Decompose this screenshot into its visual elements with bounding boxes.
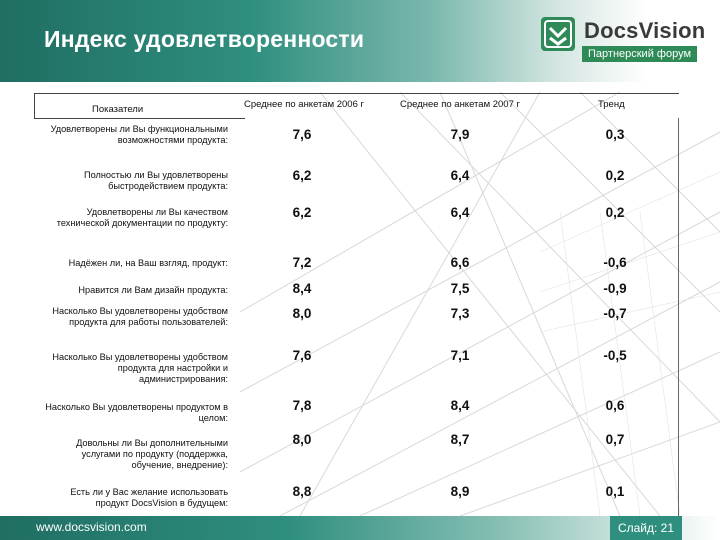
value-2007: 6,4	[450, 205, 470, 220]
value-2007: 7,1	[450, 348, 470, 363]
value-2006: 8,0	[292, 306, 312, 321]
row-label: Удовлетворены ли Вы качеством техническо…	[56, 207, 228, 228]
value-2006: 8,4	[292, 281, 312, 296]
footer-url[interactable]: www.docsvision.com	[36, 520, 147, 534]
table-right-border	[678, 118, 679, 518]
row-label: Насколько Вы удовлетворены продуктом в ц…	[45, 402, 228, 423]
header-avg-2007: Среднее по анкетам 2007 г	[400, 99, 520, 110]
docsvision-logo: DocsVision Партнерский форум	[538, 14, 708, 68]
value-2007: 6,6	[450, 255, 470, 270]
docsvision-logo-icon	[541, 17, 575, 51]
row-label: Насколько Вы удовлетворены удобством про…	[52, 306, 228, 327]
value-2007: 7,9	[450, 127, 470, 142]
value-2007: 8,9	[450, 484, 470, 499]
value-2007: 7,3	[450, 306, 470, 321]
header-indicators: Показатели	[92, 104, 144, 115]
value-2006: 7,2	[292, 255, 312, 270]
value-2006: 8,0	[292, 432, 312, 447]
row-label: Нравится ли Вам дизайн продукта:	[78, 285, 228, 295]
value-trend: -0,7	[603, 306, 627, 321]
row-label: Надёжен ли, на Ваш взгляд, продукт:	[68, 258, 228, 268]
logo-subtitle: Партнерский форум	[582, 46, 698, 62]
logo-brand-text: DocsVision	[584, 18, 706, 43]
value-trend: -0,6	[603, 255, 627, 270]
value-2006: 7,8	[292, 398, 312, 413]
slide-title: Индекс удовлетворенности	[44, 26, 365, 52]
row-label: Довольны ли Вы дополнительными услугами …	[76, 438, 228, 470]
slide-header: Индекс удовлетворенности	[0, 0, 720, 82]
row-label: Полностью ли Вы удовлетворены быстродейс…	[83, 170, 228, 191]
value-trend: 0,3	[605, 127, 625, 142]
value-2007: 8,7	[450, 432, 470, 447]
value-2007: 7,5	[450, 281, 470, 296]
row-label: Удовлетворены ли Вы функциональными возм…	[50, 124, 228, 145]
header-avg-2006: Среднее по анкетам 2006 г	[244, 99, 364, 110]
value-2006: 7,6	[292, 348, 312, 363]
value-2007: 8,4	[450, 398, 470, 413]
value-2006: 6,2	[292, 205, 312, 220]
value-trend: 0,2	[605, 205, 625, 220]
value-2006: 7,6	[292, 127, 312, 142]
slide-footer: www.docsvision.com Слайд: 21	[0, 516, 720, 540]
table-left-border	[34, 93, 35, 119]
header-trend: Тренд	[598, 99, 625, 110]
value-trend: 0,2	[605, 168, 625, 183]
row-label: Насколько Вы удовлетворены удобством про…	[52, 352, 228, 384]
value-trend: 0,6	[605, 398, 625, 413]
value-trend: -0,9	[603, 281, 627, 296]
value-trend: -0,5	[603, 348, 627, 363]
row-label: Есть ли у Вас желание использовать проду…	[70, 487, 228, 508]
value-trend: 0,7	[605, 432, 625, 447]
table-header-border	[34, 118, 245, 119]
slide-number: Слайд: 21	[610, 516, 682, 540]
value-trend: 0,1	[605, 484, 625, 499]
value-2007: 6,4	[450, 168, 470, 183]
value-2006: 8,8	[292, 484, 312, 499]
table-top-border	[34, 93, 679, 94]
value-2006: 6,2	[292, 168, 312, 183]
background-structure-image	[240, 92, 720, 516]
